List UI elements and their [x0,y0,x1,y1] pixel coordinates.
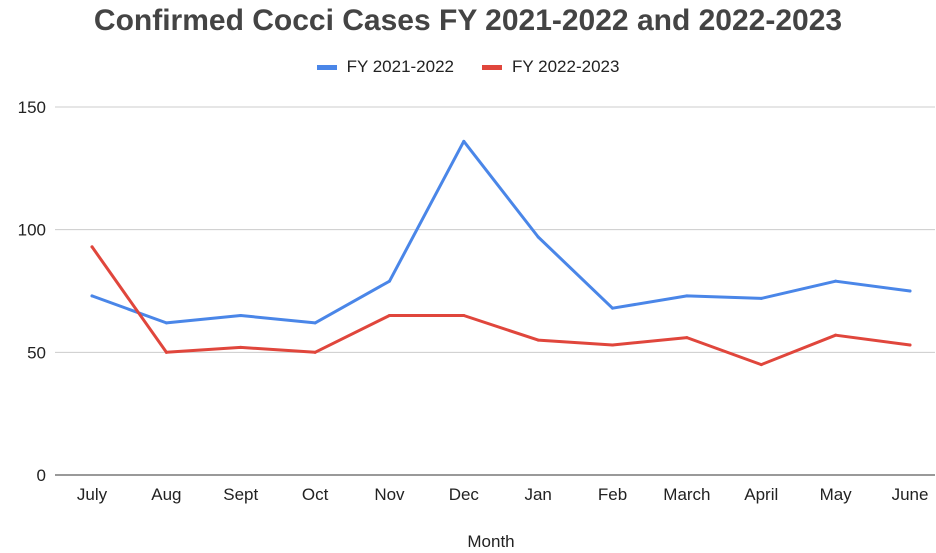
data-point-fy-2022-2023-july [90,245,94,249]
data-point-fy-2021-2022-oct [313,321,317,325]
data-point-fy-2021-2022-jan [536,235,540,239]
data-point-fy-2021-2022-may [834,279,838,283]
y-tick-label-100: 100 [18,221,46,240]
x-tick-label-may: May [820,485,853,504]
x-tick-label-july: July [77,485,108,504]
legend-label-fy-2022-2023: FY 2022-2023 [512,57,620,76]
data-point-fy-2022-2023-march [685,336,689,340]
data-point-fy-2022-2023-april [759,363,763,367]
chart-title: Confirmed Cocci Cases FY 2021-2022 and 2… [93,4,843,37]
legend-swatch-fy-2021-2022 [316,64,337,70]
data-point-fy-2022-2023-aug [164,350,168,354]
legend-swatch-fy-2022-2023 [482,64,502,70]
x-tick-label-dec: Dec [449,485,480,504]
data-point-fy-2022-2023-feb [611,343,615,347]
data-point-fy-2021-2022-aug [164,321,168,325]
data-point-fy-2021-2022-feb [611,306,615,310]
data-point-fy-2022-2023-dec [462,314,466,318]
data-point-fy-2022-2023-jan [536,338,540,342]
x-tick-label-june: June [892,485,929,504]
x-tick-label-jan: Jan [524,485,551,504]
x-tick-label-oct: Oct [302,485,329,504]
series-line-fy-2022-2023 [90,245,912,367]
y-tick-label-150: 150 [18,98,46,117]
x-tick-label-march: March [663,485,710,504]
data-point-fy-2021-2022-sept [239,314,243,318]
series-line-fy-2021-2022 [90,139,912,325]
y-tick-label-0: 0 [37,466,46,485]
data-point-fy-2022-2023-oct [313,350,317,354]
data-point-fy-2022-2023-nov [387,314,391,318]
data-point-fy-2021-2022-july [90,294,94,298]
x-tick-label-sept: Sept [223,485,258,504]
data-point-fy-2021-2022-april [759,296,763,300]
data-point-fy-2022-2023-may [834,333,838,337]
x-tick-label-nov: Nov [374,485,405,504]
data-point-fy-2021-2022-march [685,294,689,298]
data-point-fy-2021-2022-dec [462,139,466,143]
x-tick-label-aug: Aug [151,485,181,504]
legend-item-fy-2022-2023: FY 2022-2023 [482,57,619,77]
x-tick-label-feb: Feb [598,485,627,504]
data-point-fy-2022-2023-june [908,343,912,347]
data-point-fy-2021-2022-june [908,289,912,293]
data-point-fy-2021-2022-nov [387,279,391,283]
x-tick-label-april: April [744,485,778,504]
legend-label-fy-2021-2022: FY 2021-2022 [346,57,454,76]
y-tick-label-50: 50 [27,343,46,362]
legend-item-fy-2021-2022: FY 2021-2022 [316,57,454,77]
legend: FY 2021-2022 FY 2022-2023 [0,57,936,77]
x-axis-title: Month [467,532,514,551]
data-point-fy-2022-2023-sept [239,345,243,349]
